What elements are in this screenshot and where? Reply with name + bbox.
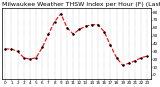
Text: Milwaukee Weather THSW Index per Hour (F) (Last 24 Hours): Milwaukee Weather THSW Index per Hour (F… — [2, 2, 160, 7]
